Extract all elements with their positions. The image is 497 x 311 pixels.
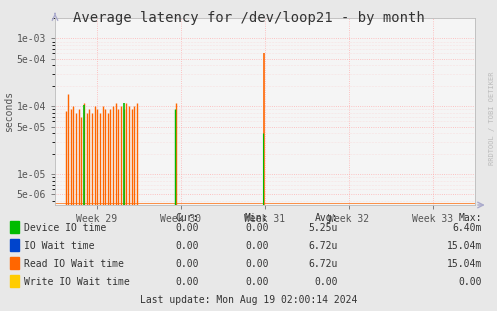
Text: Last update: Mon Aug 19 02:00:14 2024: Last update: Mon Aug 19 02:00:14 2024: [140, 295, 357, 305]
Text: 6.72u: 6.72u: [309, 259, 338, 269]
Text: 15.04m: 15.04m: [447, 259, 482, 269]
Text: 0.00: 0.00: [175, 277, 199, 287]
Text: 6.40m: 6.40m: [453, 223, 482, 233]
Text: Min:: Min:: [245, 213, 268, 223]
Text: Avg:: Avg:: [315, 213, 338, 223]
Text: Average latency for /dev/loop21 - by month: Average latency for /dev/loop21 - by mon…: [73, 11, 424, 25]
Text: RRDTOOL / TOBI OETIKER: RRDTOOL / TOBI OETIKER: [489, 72, 495, 165]
Text: 0.00: 0.00: [175, 241, 199, 251]
Text: 0.00: 0.00: [245, 223, 268, 233]
Text: 0.00: 0.00: [175, 259, 199, 269]
Text: Read IO Wait time: Read IO Wait time: [24, 259, 124, 269]
Text: Max:: Max:: [459, 213, 482, 223]
Text: 0.00: 0.00: [459, 277, 482, 287]
Text: 0.00: 0.00: [175, 223, 199, 233]
Text: 5.25u: 5.25u: [309, 223, 338, 233]
Y-axis label: seconds: seconds: [4, 91, 14, 132]
Text: 15.04m: 15.04m: [447, 241, 482, 251]
Text: Device IO time: Device IO time: [24, 223, 106, 233]
Text: IO Wait time: IO Wait time: [24, 241, 94, 251]
Text: 0.00: 0.00: [245, 277, 268, 287]
Text: Write IO Wait time: Write IO Wait time: [24, 277, 130, 287]
Text: Cur:: Cur:: [175, 213, 199, 223]
Text: 6.72u: 6.72u: [309, 241, 338, 251]
Text: 0.00: 0.00: [315, 277, 338, 287]
Text: 0.00: 0.00: [245, 241, 268, 251]
Text: 0.00: 0.00: [245, 259, 268, 269]
